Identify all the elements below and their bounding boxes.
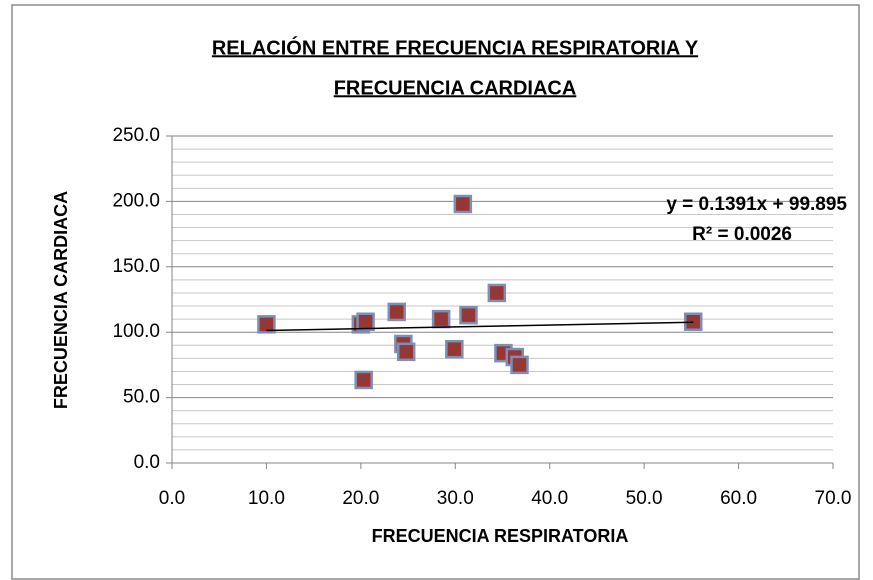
- x-tick-label: 10.0: [248, 488, 285, 509]
- x-tick-label: 20.0: [342, 488, 379, 509]
- trendline-equation: y = 0.1391x + 99.895: [666, 194, 847, 215]
- y-tick-label: 100.0: [112, 321, 160, 342]
- marker: [396, 342, 416, 362]
- marker: [510, 355, 529, 375]
- trendline-r2: R² = 0.0026: [692, 224, 792, 245]
- marker: [487, 283, 507, 303]
- chart-border: [11, 4, 860, 580]
- chart-title: FRECUENCIA CARDIACA: [334, 77, 577, 99]
- marker: [257, 315, 276, 334]
- y-tick-label: 250.0: [112, 125, 160, 146]
- y-tick-label: 200.0: [112, 190, 160, 211]
- x-tick-label: 30.0: [437, 488, 474, 509]
- y-tick-label: 150.0: [112, 256, 160, 277]
- marker: [431, 309, 451, 329]
- chart-title: RELACIÓN ENTRE FRECUENCIA RESPIRATORIA Y: [212, 35, 699, 59]
- y-axis-label: FRECUENCIA CARDIACA: [51, 191, 71, 409]
- x-tick-label: 60.0: [720, 488, 757, 509]
- marker: [356, 312, 375, 331]
- y-tick-label: 0.0: [134, 452, 160, 473]
- x-axis-label: FRECUENCIA RESPIRATORIA: [372, 526, 629, 546]
- x-tick-label: 40.0: [531, 488, 568, 509]
- x-tick-label: 50.0: [626, 488, 663, 509]
- marker: [445, 339, 464, 359]
- marker: [354, 370, 373, 390]
- x-tick-label: 0.0: [159, 488, 185, 509]
- y-tick-label: 50.0: [123, 387, 160, 408]
- marker: [453, 194, 473, 214]
- marker: [387, 302, 406, 322]
- x-tick-label: 70.0: [815, 488, 852, 509]
- marker: [459, 305, 478, 325]
- trendline: [266, 321, 694, 332]
